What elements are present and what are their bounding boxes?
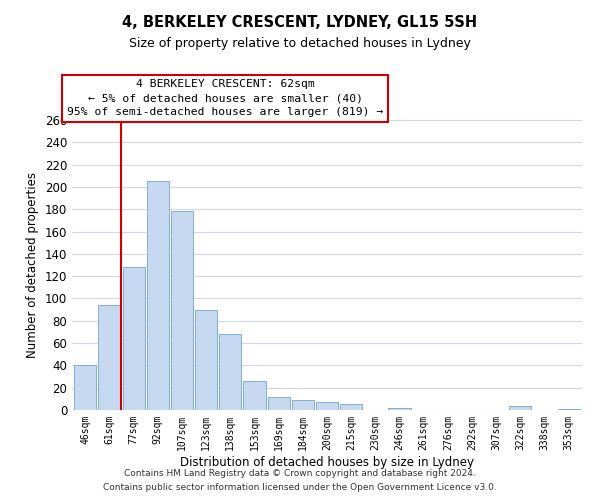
Bar bbox=[219, 334, 241, 410]
Bar bbox=[388, 408, 410, 410]
Text: Size of property relative to detached houses in Lydney: Size of property relative to detached ho… bbox=[129, 38, 471, 51]
Bar bbox=[146, 182, 169, 410]
Bar bbox=[244, 381, 266, 410]
Text: 4 BERKELEY CRESCENT: 62sqm
← 5% of detached houses are smaller (40)
95% of semi-: 4 BERKELEY CRESCENT: 62sqm ← 5% of detac… bbox=[67, 79, 383, 117]
Bar bbox=[316, 402, 338, 410]
Bar bbox=[74, 366, 97, 410]
Text: Contains public sector information licensed under the Open Government Licence v3: Contains public sector information licen… bbox=[103, 484, 497, 492]
X-axis label: Distribution of detached houses by size in Lydney: Distribution of detached houses by size … bbox=[180, 456, 474, 468]
Bar bbox=[195, 310, 217, 410]
Bar bbox=[98, 305, 121, 410]
Bar bbox=[557, 409, 580, 410]
Bar bbox=[171, 212, 193, 410]
Bar bbox=[122, 267, 145, 410]
Bar bbox=[268, 396, 290, 410]
Bar bbox=[509, 406, 532, 410]
Y-axis label: Number of detached properties: Number of detached properties bbox=[26, 172, 39, 358]
Bar bbox=[340, 404, 362, 410]
Bar bbox=[292, 400, 314, 410]
Text: Contains HM Land Registry data © Crown copyright and database right 2024.: Contains HM Land Registry data © Crown c… bbox=[124, 468, 476, 477]
Text: 4, BERKELEY CRESCENT, LYDNEY, GL15 5SH: 4, BERKELEY CRESCENT, LYDNEY, GL15 5SH bbox=[122, 15, 478, 30]
